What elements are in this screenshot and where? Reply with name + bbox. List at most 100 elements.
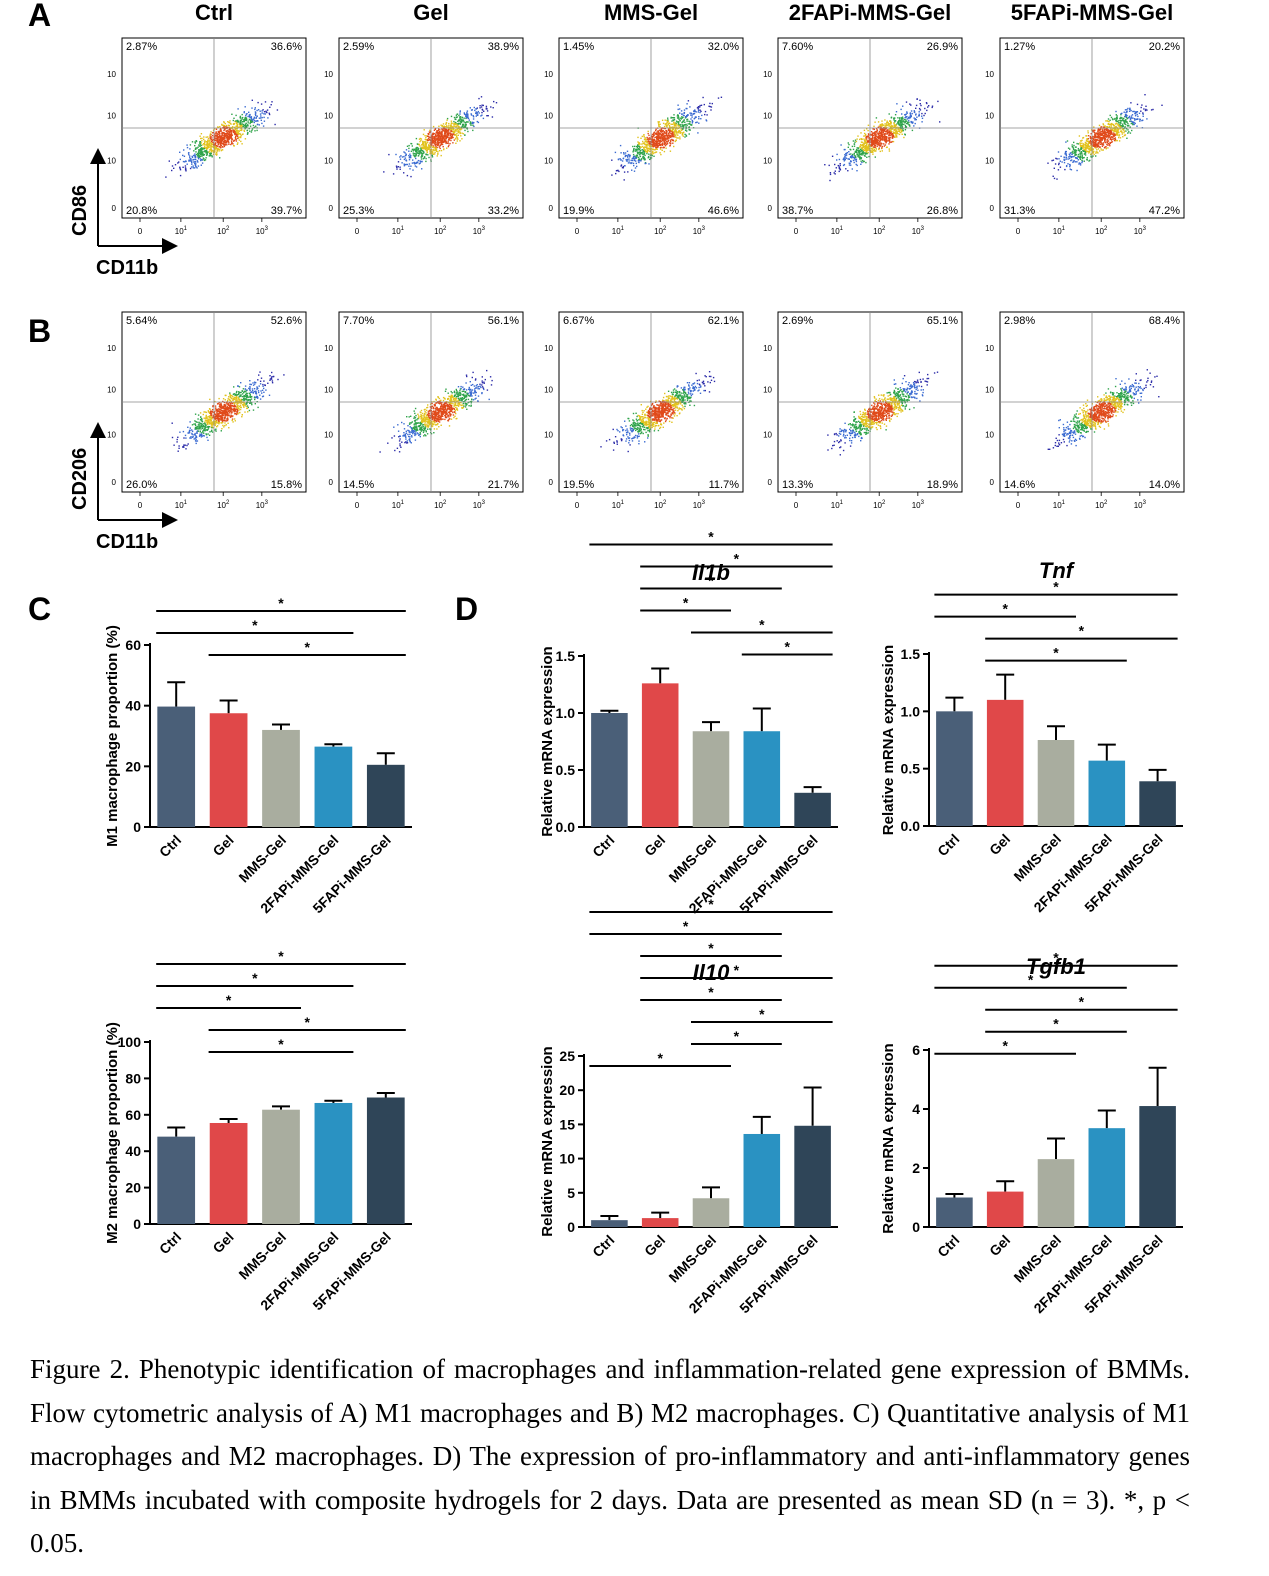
event-dot: [691, 122, 693, 124]
event-dot: [201, 159, 203, 161]
event-dot: [259, 113, 262, 115]
event-dot: [267, 117, 269, 119]
event-dot: [447, 129, 449, 132]
event-dot: [435, 144, 437, 146]
event-dot: [248, 115, 251, 118]
event-dot: [413, 155, 416, 157]
event-dot: [1079, 149, 1081, 151]
event-dot: [1135, 111, 1138, 113]
event-dot: [459, 118, 461, 120]
event-dot: [838, 167, 841, 170]
event-dot: [1083, 160, 1085, 162]
event-dot: [1099, 131, 1101, 133]
event-dot: [1079, 145, 1082, 147]
event-dot: [195, 163, 197, 165]
event-dot: [680, 110, 683, 112]
event-dot: [205, 417, 207, 419]
event-dot: [437, 132, 439, 134]
event-dot: [1097, 148, 1100, 150]
event-dot: [1102, 124, 1105, 126]
event-dot: [226, 138, 228, 140]
event-dot: [440, 140, 443, 142]
event-dot: [235, 391, 238, 394]
event-dot: [232, 405, 234, 408]
event-dot: [646, 146, 648, 148]
event-dot: [828, 164, 830, 167]
event-dot: [854, 141, 856, 143]
event-dot: [686, 118, 689, 121]
event-dot: [687, 123, 689, 125]
event-dot: [203, 144, 206, 146]
event-dot: [422, 147, 424, 150]
event-dot: [436, 134, 438, 136]
event-dot: [665, 132, 668, 134]
event-dot: [263, 120, 266, 122]
event-dot: [646, 151, 648, 153]
event-dot: [247, 132, 249, 134]
event-dot: [701, 114, 703, 117]
event-dot: [460, 118, 462, 121]
event-dot: [239, 394, 241, 397]
event-dot: [869, 141, 872, 143]
event-dot: [1079, 162, 1082, 165]
event-dot: [438, 146, 440, 148]
event-dot: [886, 120, 888, 122]
event-dot: [1061, 161, 1063, 163]
quadrant-ur-label: 26.9%: [927, 41, 958, 53]
event-dot: [864, 152, 867, 154]
event-dot: [446, 125, 448, 128]
event-dot: [439, 140, 441, 142]
event-dot: [632, 156, 635, 158]
tick-exponent: 2: [1104, 226, 1108, 232]
event-dot: [645, 140, 648, 143]
event-dot: [1078, 135, 1081, 137]
event-dot: [925, 102, 928, 104]
event-dot: [440, 124, 442, 126]
event-dot: [658, 134, 660, 136]
event-dot: [669, 145, 671, 147]
event-dot: [663, 143, 666, 146]
event-dot: [420, 147, 422, 149]
event-dot: [888, 137, 891, 139]
event-dot: [1120, 117, 1122, 120]
event-dot: [1104, 135, 1106, 138]
event-dot: [1109, 131, 1112, 133]
event-dot: [446, 119, 448, 121]
event-dot: [209, 139, 211, 141]
event-dot: [880, 144, 882, 146]
event-dot: [212, 427, 214, 429]
event-dot: [638, 153, 641, 156]
event-dot: [1146, 109, 1148, 111]
event-dot: [878, 132, 880, 134]
event-dot: [1082, 149, 1084, 152]
event-dot: [419, 150, 421, 152]
event-dot: [429, 152, 432, 154]
event-dot: [199, 149, 201, 151]
event-dot: [446, 133, 449, 135]
event-dot: [1139, 118, 1141, 120]
event-dot: [1081, 161, 1083, 164]
event-dot: [884, 131, 887, 133]
event-dot: [1107, 142, 1110, 145]
event-dot: [835, 167, 837, 169]
event-dot: [904, 133, 906, 135]
event-dot: [1083, 156, 1085, 159]
event-dot: [226, 417, 229, 419]
event-dot: [396, 166, 398, 169]
event-dot: [892, 140, 895, 143]
event-dot: [430, 139, 433, 142]
event-dot: [853, 143, 856, 145]
event-dot: [209, 135, 211, 137]
event-dot: [857, 147, 860, 149]
event-dot: [1115, 133, 1118, 135]
event-dot: [466, 111, 468, 114]
event-dot: [905, 113, 907, 115]
event-dot: [653, 145, 655, 147]
event-dot: [481, 111, 483, 114]
column-header: Gel: [413, 0, 448, 25]
event-dot: [445, 122, 447, 124]
event-dot: [460, 119, 463, 122]
event-dot: [451, 125, 453, 128]
event-dot: [875, 135, 877, 137]
event-dot: [221, 124, 223, 126]
